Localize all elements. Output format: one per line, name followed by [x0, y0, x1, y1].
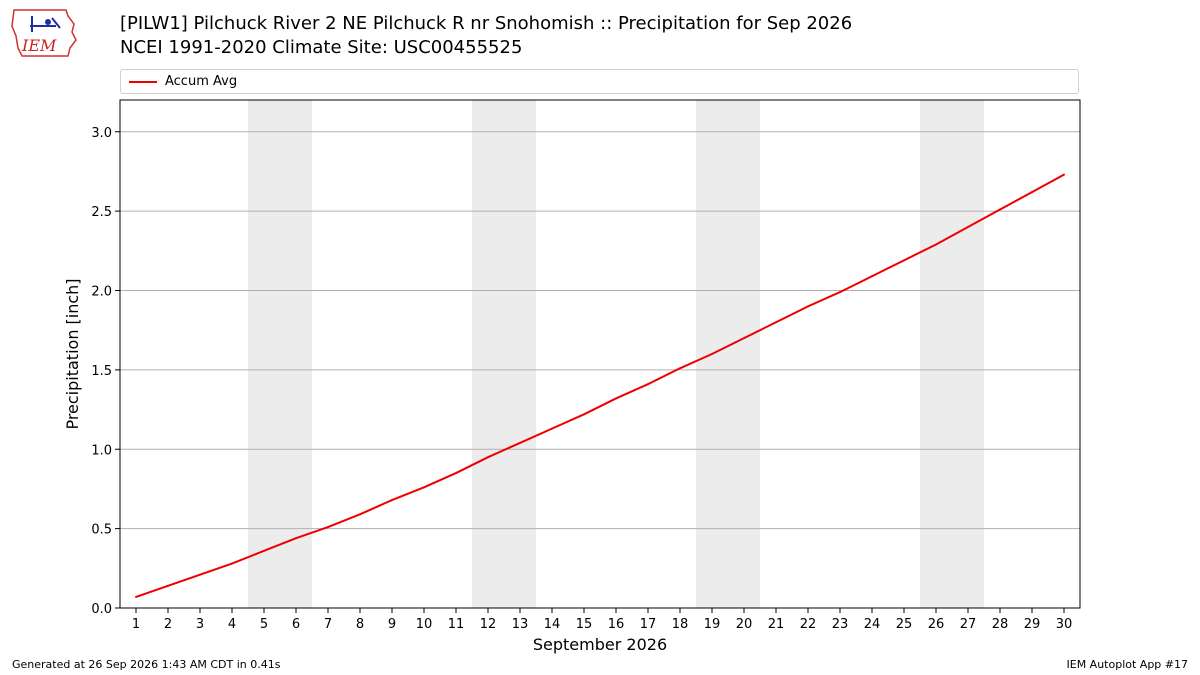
- weekend-band-1: [248, 100, 312, 608]
- data-point-day-15: [583, 413, 585, 416]
- data-point-day-20: [743, 337, 745, 340]
- logo-text: IEM: [21, 36, 57, 55]
- x-tick-label-11: 11: [448, 617, 465, 632]
- x-tick-label-2: 2: [164, 617, 172, 632]
- data-point-day-19: [711, 353, 713, 355]
- data-point-day-18: [679, 367, 681, 370]
- x-tick-label-8: 8: [356, 617, 364, 632]
- y-tick-label-0.0: 0.0: [91, 602, 112, 617]
- x-tick-label-30: 30: [1056, 617, 1073, 632]
- x-tick-label-6: 6: [292, 617, 300, 632]
- data-point-day-22: [807, 305, 809, 308]
- x-axis-label: September 2026: [533, 635, 667, 654]
- x-tick-label-20: 20: [736, 617, 753, 632]
- data-point-day-27: [967, 226, 969, 228]
- data-point-day-4: [231, 562, 233, 565]
- x-tick-label-14: 14: [544, 617, 561, 632]
- x-tick-label-29: 29: [1024, 617, 1041, 632]
- x-tick-label-24: 24: [864, 617, 881, 632]
- data-point-day-10: [423, 486, 425, 489]
- data-point-day-28: [999, 208, 1001, 211]
- data-point-day-11: [455, 472, 457, 475]
- x-tick-label-1: 1: [132, 617, 140, 632]
- chart-subtitle: NCEI 1991-2020 Climate Site: USC00455525: [120, 37, 523, 58]
- y-tick-label-0.5: 0.5: [91, 523, 112, 538]
- x-tick-label-19: 19: [704, 617, 721, 632]
- x-tick-label-26: 26: [928, 617, 945, 632]
- y-tick-label-3.0: 3.0: [91, 126, 112, 141]
- footer-app: IEM Autoplot App #17: [1066, 658, 1189, 671]
- y-tick-label-1.5: 1.5: [91, 364, 112, 379]
- x-tick-label-28: 28: [992, 617, 1009, 632]
- data-point-day-25: [903, 259, 905, 262]
- iem-logo: IEM: [11, 9, 77, 57]
- data-point-day-30: [1063, 173, 1065, 176]
- data-point-day-29: [1031, 191, 1033, 194]
- weekend-band-4: [920, 100, 984, 608]
- x-tick-label-13: 13: [512, 617, 529, 632]
- x-tick-label-9: 9: [388, 617, 396, 632]
- data-point-day-23: [839, 291, 841, 294]
- data-point-day-9: [391, 499, 393, 502]
- y-tick-label-2.0: 2.0: [91, 285, 112, 300]
- x-tick-label-12: 12: [480, 617, 497, 632]
- y-tick-label-1.0: 1.0: [91, 443, 112, 458]
- x-tick-label-17: 17: [640, 617, 657, 632]
- x-tick-label-16: 16: [608, 617, 625, 632]
- x-tick-label-7: 7: [324, 617, 332, 632]
- data-point-day-12: [487, 456, 489, 459]
- data-point-day-6: [295, 537, 297, 540]
- x-tick-label-25: 25: [896, 617, 913, 632]
- chart-title: [PILW1] Pilchuck River 2 NE Pilchuck R n…: [120, 13, 853, 34]
- x-tick-label-21: 21: [768, 617, 785, 632]
- data-point-day-21: [775, 321, 777, 324]
- legend: Accum Avg: [120, 69, 1079, 94]
- data-point-day-7: [327, 526, 329, 529]
- data-point-day-16: [615, 397, 617, 400]
- x-tick-label-4: 4: [228, 617, 236, 632]
- legend-swatch-accum-avg: [129, 81, 157, 83]
- weekend-band-3: [696, 100, 760, 608]
- y-axis-label: Precipitation [inch]: [63, 278, 82, 429]
- weekend-band-2: [472, 100, 536, 608]
- plot-frame: [119, 99, 1081, 609]
- x-tick-label-10: 10: [416, 617, 433, 632]
- x-tick-label-23: 23: [832, 617, 849, 632]
- x-tick-label-3: 3: [196, 617, 204, 632]
- data-point-day-24: [871, 275, 873, 278]
- data-point-day-13: [519, 441, 521, 444]
- data-point-day-2: [167, 584, 169, 587]
- data-point-day-3: [199, 573, 201, 576]
- data-point-day-5: [263, 549, 265, 552]
- x-tick-label-15: 15: [576, 617, 593, 632]
- data-point-day-26: [935, 243, 937, 246]
- x-tick-label-27: 27: [960, 617, 977, 632]
- data-point-day-1: [135, 595, 137, 598]
- y-tick-label-2.5: 2.5: [91, 205, 112, 220]
- legend-label-accum-avg: Accum Avg: [165, 74, 238, 89]
- footer-generated: Generated at 26 Sep 2026 1:43 AM CDT in …: [12, 658, 281, 671]
- data-point-day-17: [647, 383, 649, 386]
- data-point-day-8: [359, 513, 361, 516]
- series-line-accum-avg: [135, 173, 1065, 598]
- data-point-day-14: [551, 427, 553, 430]
- x-tick-label-18: 18: [672, 617, 689, 632]
- x-tick-label-5: 5: [260, 617, 268, 632]
- x-tick-label-22: 22: [800, 617, 817, 632]
